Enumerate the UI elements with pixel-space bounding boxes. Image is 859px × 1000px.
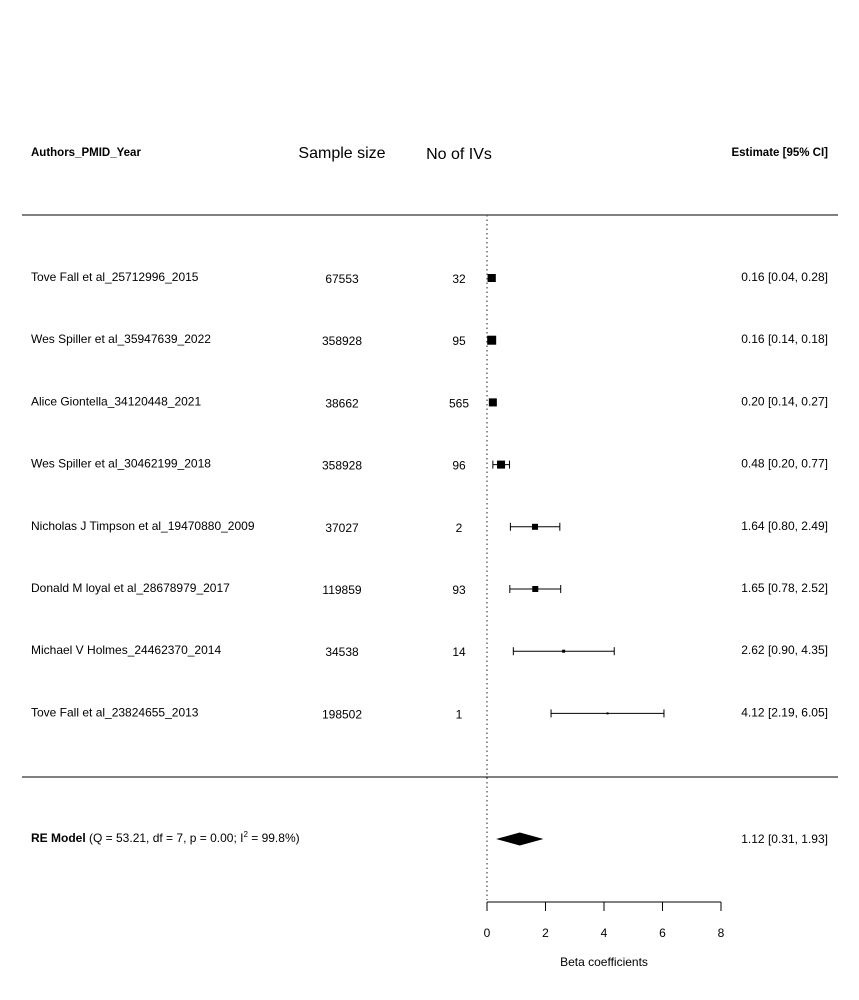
point-estimate-square xyxy=(488,398,497,407)
estimate-cell: 0.48 [0.20, 0.77] xyxy=(741,457,828,471)
estimate-cell: 2.62 [0.90, 4.35] xyxy=(741,643,828,657)
re-model-label-post: = 99.8%) xyxy=(248,831,300,845)
study-label: Tove Fall et al_23824655_2013 xyxy=(31,705,199,719)
study-row: Tove Fall et al_25712996_2015 67553 32 0.16… xyxy=(31,270,828,286)
re-model-label-sup: 2 xyxy=(243,830,248,839)
point-estimate-square xyxy=(606,712,609,715)
header-estimate: Estimate [95% CI] xyxy=(731,147,828,159)
estimate-cell: 1.65 [0.78, 2.52] xyxy=(741,581,828,595)
point-estimate-square xyxy=(531,523,538,530)
no-of-ivs-cell: 95 xyxy=(452,334,466,348)
estimate-cell: 0.16 [0.14, 0.18] xyxy=(741,332,828,346)
study-rows: Tove Fall et al_25712996_2015 67553 32 0.16… xyxy=(31,270,828,721)
x-tick-label: 6 xyxy=(659,926,666,940)
no-of-ivs-cell: 565 xyxy=(449,396,469,410)
point-estimate-square xyxy=(497,460,506,469)
x-axis-label: Beta coefficients xyxy=(560,955,648,969)
study-row: Wes Spiller et al_35947639_2022 358928 95 0… xyxy=(31,332,828,348)
x-axis: 0 2 4 6 8 xyxy=(484,901,725,940)
study-label: Michael V Holmes_24462370_2014 xyxy=(31,643,221,657)
no-of-ivs-cell: 32 xyxy=(452,272,466,286)
header-sample-size: Sample size xyxy=(298,145,385,162)
header-no-of-ivs: No of IVs xyxy=(426,146,492,163)
no-of-ivs-cell: 1 xyxy=(456,707,463,721)
no-of-ivs-cell: 14 xyxy=(452,645,466,659)
summary-diamond xyxy=(496,832,544,846)
study-row: Nicholas J Timpson et al_19470880_2009 37… xyxy=(31,519,828,535)
estimate-cell: 4.12 [2.19, 6.05] xyxy=(741,705,828,719)
study-row: Tove Fall et al_23824655_2013 198502 1 4.12… xyxy=(31,705,828,721)
sample-size-cell: 358928 xyxy=(322,459,362,473)
no-of-ivs-cell: 93 xyxy=(452,583,466,597)
study-row: Wes Spiller et al_30462199_2018 358928 96 0… xyxy=(31,457,828,473)
header-study: Authors_PMID_Year xyxy=(31,147,141,159)
estimate-cell: 1.64 [0.80, 2.49] xyxy=(741,519,828,533)
sample-size-cell: 67553 xyxy=(325,272,359,286)
re-model-label-bold: RE Model xyxy=(31,831,86,845)
sample-size-cell: 358928 xyxy=(322,334,362,348)
estimate-cell: 0.16 [0.04, 0.28] xyxy=(741,270,828,284)
x-tick-label: 4 xyxy=(601,926,608,940)
sample-size-cell: 38662 xyxy=(325,396,359,410)
point-estimate-square xyxy=(487,335,497,345)
sample-size-cell: 37027 xyxy=(325,521,359,535)
estimate-cell: 0.20 [0.14, 0.27] xyxy=(741,394,828,408)
x-tick-label: 8 xyxy=(718,926,725,940)
study-label: Alice Giontella_34120448_2021 xyxy=(31,394,201,408)
x-tick-label: 0 xyxy=(484,926,491,940)
point-estimate-square xyxy=(532,586,539,592)
study-label: Wes Spiller et al_35947639_2022 xyxy=(31,332,211,346)
summary-estimate-text: 1.12 [0.31, 1.93] xyxy=(741,832,828,846)
study-label: Donald M loyal et al_28678979_2017 xyxy=(31,581,230,595)
sample-size-cell: 34538 xyxy=(325,645,359,659)
study-row: Alice Giontella_34120448_2021 38662 565 0.2… xyxy=(31,394,828,410)
point-estimate-square xyxy=(562,649,566,653)
no-of-ivs-cell: 2 xyxy=(456,521,463,535)
study-label: Wes Spiller et al_30462199_2018 xyxy=(31,457,211,471)
study-label: Nicholas J Timpson et al_19470880_2009 xyxy=(31,519,255,533)
study-row: Donald M loyal et al_28678979_2017 119859… xyxy=(31,581,828,597)
study-label: Tove Fall et al_25712996_2015 xyxy=(31,270,199,284)
no-of-ivs-cell: 96 xyxy=(452,459,466,473)
study-row: Michael V Holmes_24462370_2014 34538 14 2.6… xyxy=(31,643,828,659)
re-model-label-stats: (Q = 53.21, df = 7, p = 0.00; I xyxy=(86,831,244,845)
point-estimate-square xyxy=(487,274,496,282)
sample-size-cell: 119859 xyxy=(322,583,361,597)
re-model-label: RE Model (Q = 53.21, df = 7, p = 0.00; I… xyxy=(31,830,300,845)
x-tick-label: 2 xyxy=(542,926,549,940)
sample-size-cell: 198502 xyxy=(322,707,362,721)
